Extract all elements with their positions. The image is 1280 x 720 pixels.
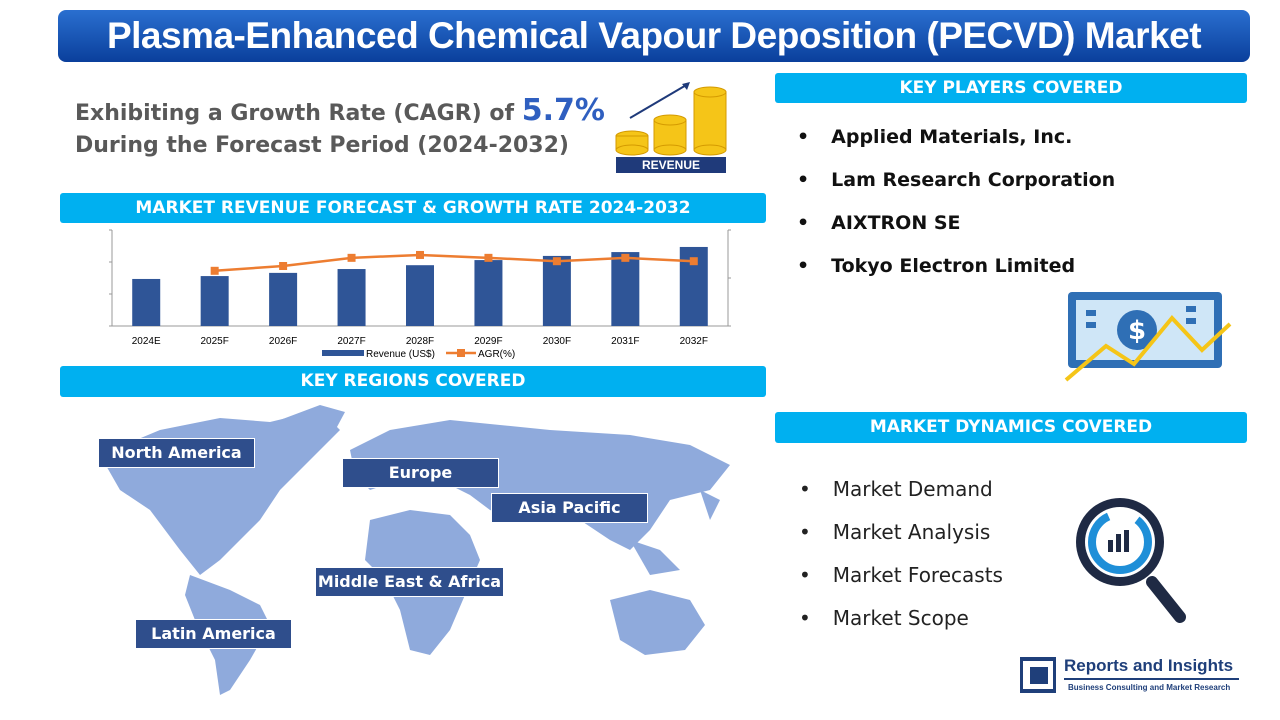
page-title: Plasma-Enhanced Chemical Vapour Depositi…	[58, 10, 1250, 62]
logo-name: Reports and Insights	[1064, 656, 1234, 675]
player-item: Lam Research Corporation	[797, 169, 1115, 212]
logo-mark-icon	[1020, 657, 1056, 693]
legend-agr-marker	[457, 349, 465, 357]
revenue-bar	[406, 265, 434, 326]
region-north-america: North America	[98, 438, 255, 468]
legend-agr-label: AGR(%)	[478, 349, 515, 360]
x-tick-label: 2028F	[406, 336, 434, 347]
dynamics-item: Market Forecasts	[799, 563, 1003, 606]
dynamics-item: Market Scope	[799, 606, 1003, 649]
finance-chart-icon: $	[1062, 288, 1237, 384]
revenue-bar	[200, 276, 229, 326]
growth-rate-text: Exhibiting a Growth Rate (CAGR) of 5.7% …	[75, 95, 605, 162]
x-tick-label: 2031F	[611, 336, 639, 347]
x-tick-label: 2026F	[269, 336, 297, 347]
agr-point	[210, 266, 219, 275]
player-item: Tokyo Electron Limited	[797, 255, 1115, 298]
agr-point	[484, 253, 493, 262]
region-middle-east-africa: Middle East & Africa	[315, 567, 504, 597]
x-tick-label: 2029F	[474, 336, 502, 347]
logo-tagline: Business Consulting and Market Research	[1068, 683, 1231, 692]
players-section-header: KEY PLAYERS COVERED	[775, 73, 1247, 103]
x-tick-label: 2027F	[337, 336, 365, 347]
legend-revenue-swatch	[322, 350, 364, 356]
revenue-bar	[474, 260, 503, 326]
revenue-bar	[542, 255, 571, 326]
company-logo: Reports and Insights Business Consulting…	[1020, 656, 1245, 696]
cagr-label: Exhibiting a Growth Rate (CAGR) of	[75, 101, 515, 126]
revenue-bar	[269, 272, 298, 326]
revenue-bar	[611, 252, 640, 326]
forecast-section-header: MARKET REVENUE FORECAST & GROWTH RATE 20…	[60, 193, 766, 223]
agr-point	[347, 253, 356, 262]
revenue-coins-icon: REVENUE	[610, 78, 735, 174]
forecast-period: During the Forecast Period (2024-2032)	[75, 133, 569, 158]
agr-point	[279, 262, 288, 270]
players-list: Applied Materials, Inc. Lam Research Cor…	[797, 126, 1115, 298]
revenue-label: REVENUE	[641, 158, 700, 172]
cagr-value: 5.7%	[521, 93, 605, 128]
agr-point	[552, 257, 561, 266]
region-asia-pacific: Asia Pacific	[491, 493, 648, 523]
dynamics-item: Market Demand	[799, 477, 1003, 520]
revenue-forecast-chart: 2024E 2025F 2026F 2027F 2028F 2029F 2030F 2031F…	[109, 229, 731, 360]
revenue-bar	[132, 278, 161, 326]
agr-point	[416, 250, 424, 259]
player-item: Applied Materials, Inc.	[797, 126, 1115, 169]
region-latin-america: Latin America	[135, 619, 292, 649]
player-item: AIXTRON SE	[797, 212, 1115, 255]
svg-text:$: $	[1128, 316, 1146, 346]
magnifier-analytics-icon	[1070, 492, 1190, 627]
revenue-bar	[337, 269, 366, 326]
x-tick-label: 2030F	[543, 336, 571, 347]
dynamics-item: Market Analysis	[799, 520, 1003, 563]
legend-revenue-label: Revenue (US$)	[366, 349, 435, 360]
agr-point	[689, 257, 698, 266]
x-tick-label: 2025F	[200, 336, 228, 347]
x-tick-label: 2032F	[680, 336, 708, 347]
agr-line	[214, 253, 694, 273]
x-tick-label: 2024E	[132, 336, 161, 347]
dynamics-section-header: MARKET DYNAMICS COVERED	[775, 412, 1247, 443]
agr-point	[621, 253, 630, 262]
dynamics-list: Market Demand Market Analysis Market For…	[799, 477, 1003, 649]
region-europe: Europe	[342, 458, 499, 488]
regions-section-header: KEY REGIONS COVERED	[60, 366, 766, 397]
